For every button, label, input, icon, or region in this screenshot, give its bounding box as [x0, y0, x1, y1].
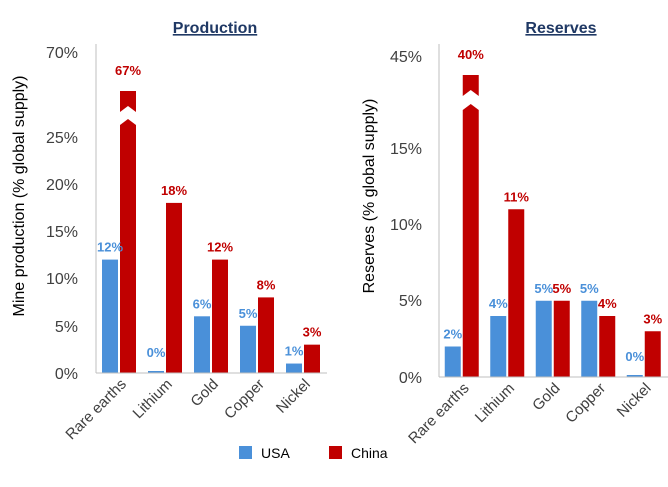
y-tick-label: 45% — [390, 49, 422, 66]
y-tick-label: 20% — [46, 177, 78, 194]
data-label-china-lithium: 11% — [504, 189, 530, 204]
x-tick-lithium: Lithium — [472, 380, 518, 426]
x-tick-copper: Copper — [562, 380, 609, 427]
data-label-china-copper: 4% — [598, 296, 617, 311]
x-tick-lithium: Lithium — [130, 376, 176, 422]
data-label-china-nickel: 3% — [643, 311, 662, 326]
y-tick-label: 5% — [55, 319, 78, 336]
data-label-usa-lithium: 4% — [489, 296, 508, 311]
legend-label-usa: USA — [261, 445, 290, 461]
production-title: Production — [173, 20, 257, 37]
data-label-usa-nickel: 0% — [625, 349, 644, 364]
bar-usa-rare-earths — [444, 346, 461, 377]
bar-usa-nickel — [286, 363, 302, 373]
bar-china-copper — [599, 316, 616, 377]
data-label-usa-rare-earths: 12% — [97, 240, 123, 255]
bar-usa-lithium — [148, 371, 164, 373]
data-label-china-lithium: 18% — [161, 183, 187, 198]
data-label-china-nickel: 3% — [303, 325, 322, 340]
bar-china-rare-earths — [462, 110, 479, 377]
bar-usa-rare-earths — [102, 259, 118, 373]
legend-label-china: China — [351, 445, 388, 461]
data-label-usa-gold: 5% — [534, 281, 553, 296]
data-label-usa-lithium: 0% — [147, 345, 166, 360]
bar-usa-copper — [581, 300, 598, 377]
bar-china-lithium — [166, 202, 182, 373]
y-tick-label: 70% — [46, 45, 78, 62]
x-tick-rare-earths: Rare earths — [405, 380, 472, 447]
data-label-usa-copper: 5% — [239, 306, 258, 321]
production-x-ticks: Rare earths Lithium Gold Copper Nickel — [62, 376, 313, 443]
bar-china-gold — [553, 300, 570, 377]
y-tick-label: 5% — [399, 293, 422, 310]
x-tick-nickel: Nickel — [614, 380, 655, 421]
y-tick-label: 10% — [390, 217, 422, 234]
y-tick-label: 0% — [399, 370, 422, 387]
reserves-panel: Reserves Reserves (% global supply) 0% 5%… — [361, 20, 668, 447]
reserves-y-axis-label: Reserves (% global supply) — [361, 99, 378, 294]
data-label-usa-nickel: 1% — [285, 344, 304, 359]
production-panel: Production Mine production (% global sup… — [11, 20, 327, 443]
bar-usa-gold — [194, 316, 210, 373]
y-tick-label: 0% — [55, 366, 78, 383]
bar-usa-gold — [535, 300, 552, 377]
bar-break-lower — [120, 119, 136, 125]
y-tick-label: 15% — [390, 141, 422, 158]
reserves-y-ticks: 0% 5% 10% 15% 45% — [390, 49, 422, 387]
reserves-bars — [444, 75, 661, 377]
production-bars — [102, 91, 320, 373]
data-label-usa-gold: 6% — [193, 296, 212, 311]
data-label-china-gold: 5% — [552, 281, 571, 296]
bar-china-gold — [212, 259, 228, 373]
bar-break-upper — [120, 91, 136, 112]
bar-china-nickel — [644, 331, 661, 377]
production-data-labels: 12% 67% 0% 18% 6% 12% 5% 8% 1% 3% — [97, 63, 322, 360]
data-label-china-copper: 8% — [257, 277, 276, 292]
bar-china-rare-earths — [120, 125, 136, 373]
reserves-data-labels: 2%40%4%11%5% 5% 5%4%0%3% — [443, 47, 662, 364]
bar-usa-nickel — [626, 375, 643, 377]
bar-usa-lithium — [490, 316, 507, 377]
x-tick-copper: Copper — [221, 376, 268, 423]
bar-break-upper — [462, 75, 479, 96]
legend-swatch-usa — [239, 446, 252, 459]
production-y-ticks: 0% 5% 10% 15% 20% 25% 70% — [46, 45, 78, 383]
bar-usa-copper — [240, 325, 256, 373]
bar-china-lithium — [508, 209, 525, 377]
y-tick-label: 25% — [46, 130, 78, 147]
reserves-title: Reserves — [525, 20, 596, 37]
data-label-china-rare-earths: 67% — [115, 63, 141, 78]
bar-break-lower — [462, 104, 479, 110]
x-tick-gold: Gold — [529, 380, 563, 414]
data-label-usa-rare-earths: 2% — [443, 327, 462, 342]
x-tick-gold: Gold — [187, 376, 221, 410]
bar-china-nickel — [304, 344, 320, 373]
x-tick-rare-earths: Rare earths — [62, 376, 129, 443]
production-y-axis-label: Mine production (% global supply) — [11, 75, 28, 316]
legend-swatch-china — [329, 446, 342, 459]
data-label-usa-copper: 5% — [580, 281, 599, 296]
bar-china-copper — [258, 297, 274, 373]
data-label-china-rare-earths: 40% — [458, 47, 484, 62]
legend: USA China — [239, 445, 388, 461]
data-label-china-gold: 12% — [207, 240, 233, 255]
y-tick-label: 15% — [46, 224, 78, 241]
x-tick-nickel: Nickel — [273, 376, 314, 417]
y-tick-label: 10% — [46, 271, 78, 288]
